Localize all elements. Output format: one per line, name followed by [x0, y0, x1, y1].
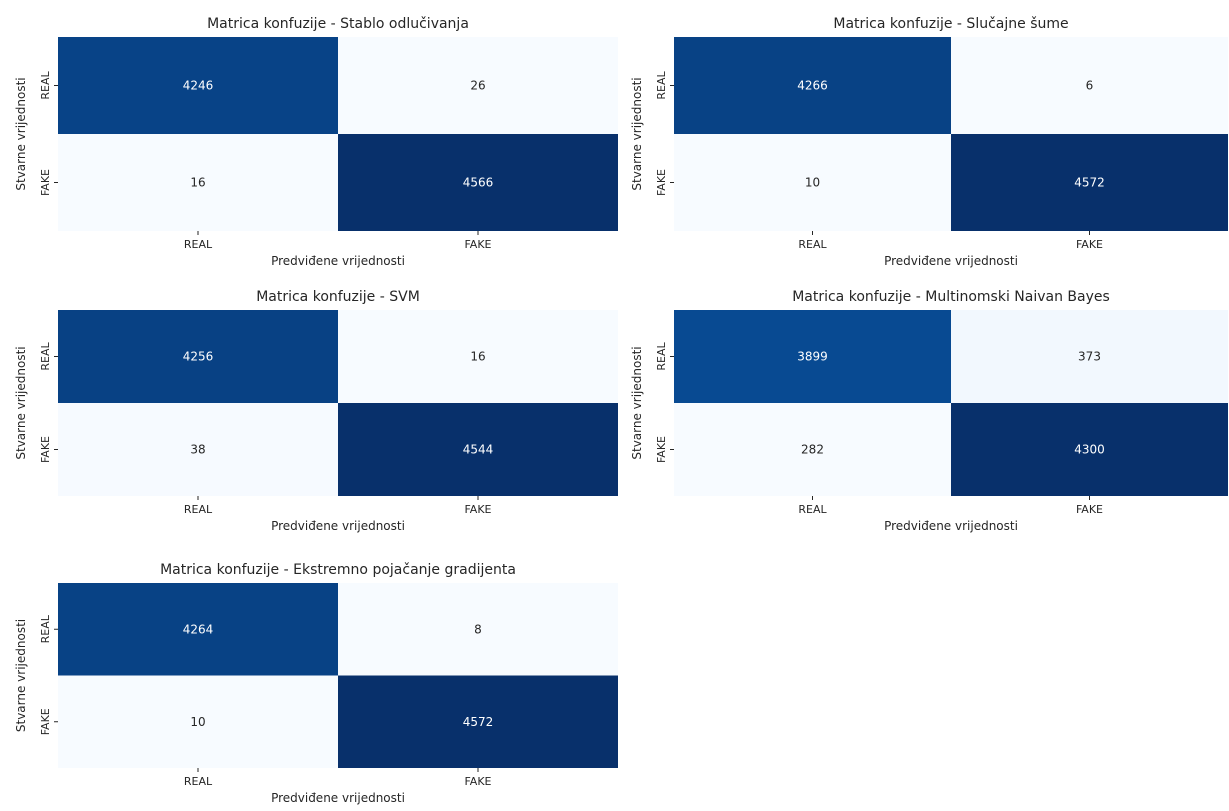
y-axis-label: Stvarne vrijednosti — [630, 346, 644, 459]
heatmap-cell-r0-c1 — [951, 37, 1228, 134]
cell-value-label: 3899 — [797, 350, 828, 364]
heatmap-panel-1: 4246 26 16 4566 Matrica konfuzije - Stablo o… — [14, 16, 618, 268]
x-axis-label: Predviđene vrijednosti — [884, 254, 1018, 268]
y-tick-label: REAL — [655, 71, 668, 100]
heatmap-cell-r0-c1 — [338, 583, 618, 676]
y-tick-label: REAL — [39, 614, 52, 643]
heatmap-cell-r0-c1 — [338, 310, 618, 403]
cell-value-label: 8 — [474, 622, 482, 636]
y-tick-label: FAKE — [655, 436, 668, 463]
x-tick-label: FAKE — [464, 238, 491, 251]
y-tick-label: REAL — [39, 71, 52, 100]
y-axis-label: Stvarne vrijednosti — [14, 346, 28, 459]
cell-value-label: 6 — [1086, 79, 1094, 93]
panel-title: Matrica konfuzije - SVM — [256, 289, 420, 305]
y-tick-label: FAKE — [39, 169, 52, 196]
heatmap-cell-r1-c0 — [58, 403, 338, 496]
cell-value-label: 16 — [470, 350, 485, 364]
heatmap-cell-r0-c0 — [674, 310, 951, 403]
cell-value-label: 282 — [801, 443, 824, 457]
x-tick-label: REAL — [184, 775, 213, 788]
y-axis-label: Stvarne vrijednosti — [630, 77, 644, 190]
heatmap-panel-3: 4256 16 38 4544 Matrica konfuzije - SVM REAL F… — [14, 289, 618, 533]
cell-value-label: 26 — [470, 79, 485, 93]
heatmap-cell-r1-c0 — [58, 675, 338, 768]
heatmap-cell-r1-c1 — [338, 403, 618, 496]
cell-value-label: 4566 — [463, 176, 494, 190]
cell-value-label: 4300 — [1074, 443, 1105, 457]
x-axis-label: Predviđene vrijednosti — [884, 519, 1018, 533]
heatmap-cell-r0-c0 — [58, 310, 338, 403]
heatmap-cell-r1-c1 — [951, 403, 1228, 496]
y-tick-label: REAL — [39, 342, 52, 371]
heatmap-cell-r1-c1 — [951, 134, 1228, 231]
heatmap-cell-r0-c0 — [674, 37, 951, 134]
x-tick-label: FAKE — [464, 503, 491, 516]
y-tick-label: REAL — [655, 342, 668, 371]
panel-title: Matrica konfuzije - Stablo odlučivanja — [207, 16, 469, 32]
cell-value-label: 16 — [190, 176, 205, 190]
x-tick-label: FAKE — [1076, 238, 1103, 251]
x-axis-label: Predviđene vrijednosti — [271, 519, 405, 533]
x-tick-label: FAKE — [1076, 503, 1103, 516]
heatmap-cell-r0-c1 — [338, 37, 618, 134]
heatmap-cell-r0-c0 — [58, 37, 338, 134]
heatmap-cell-r1-c0 — [674, 134, 951, 231]
heatmap-panel-4: 3899 373 282 4300 Matrica konfuzije - Multin… — [630, 289, 1228, 533]
cell-value-label: 4264 — [183, 622, 214, 636]
y-tick-label: FAKE — [39, 436, 52, 463]
cell-value-label: 4256 — [183, 350, 214, 364]
heatmap-cell-r0-c0 — [58, 583, 338, 676]
x-tick-label: FAKE — [464, 775, 491, 788]
cell-value-label: 4266 — [797, 79, 828, 93]
heatmap-cell-r1-c0 — [674, 403, 951, 496]
x-axis-label: Predviđene vrijednosti — [271, 254, 405, 268]
y-axis-label: Stvarne vrijednosti — [14, 77, 28, 190]
cell-value-label: 10 — [805, 176, 820, 190]
heatmap-cell-r0-c1 — [951, 310, 1228, 403]
heatmap-cell-r1-c1 — [338, 675, 618, 768]
x-tick-label: REAL — [184, 238, 213, 251]
panel-title: Matrica konfuzije - Ekstremno pojačanje … — [160, 562, 516, 578]
cell-value-label: 373 — [1078, 350, 1101, 364]
cell-value-label: 4246 — [183, 79, 214, 93]
y-axis-label: Stvarne vrijednosti — [14, 619, 28, 732]
heatmap-cell-r1-c1 — [338, 134, 618, 231]
cell-value-label: 4572 — [1074, 176, 1105, 190]
x-tick-label: REAL — [184, 503, 213, 516]
panel-title: Matrica konfuzije - Multinomski Naivan B… — [792, 289, 1110, 305]
cell-value-label: 4572 — [463, 715, 494, 729]
cell-value-label: 38 — [190, 443, 205, 457]
heatmap-panel-2: 4266 6 10 4572 Matrica konfuzije - Slučajne … — [630, 16, 1228, 268]
panel-title: Matrica konfuzije - Slučajne šume — [833, 16, 1068, 32]
heatmap-panel-5: 4264 8 10 4572 Matrica konfuzije - Ekstremno… — [14, 562, 618, 805]
x-axis-label: Predviđene vrijednosti — [271, 791, 405, 805]
heatmap-cell-r1-c0 — [58, 134, 338, 231]
y-tick-label: FAKE — [655, 169, 668, 196]
x-tick-label: REAL — [798, 503, 827, 516]
cell-value-label: 4544 — [463, 443, 494, 457]
x-tick-label: REAL — [798, 238, 827, 251]
y-tick-label: FAKE — [39, 708, 52, 735]
cell-value-label: 10 — [190, 715, 205, 729]
